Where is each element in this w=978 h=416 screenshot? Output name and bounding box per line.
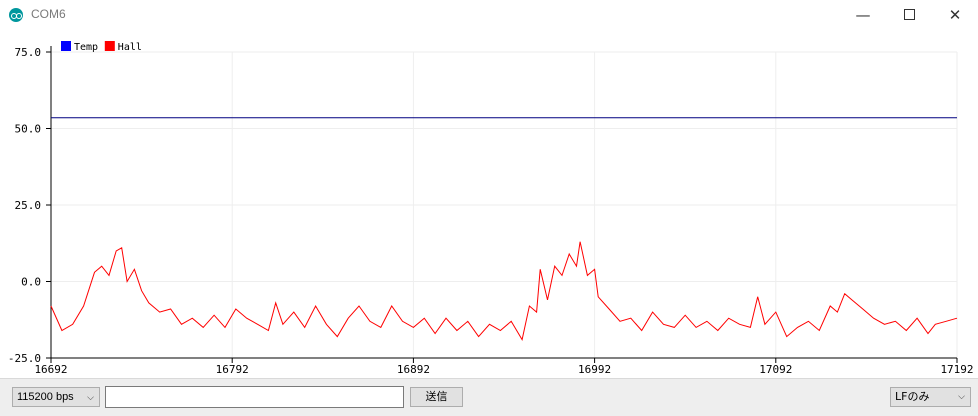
series-line-hall [50, 241, 958, 341]
maximize-icon [903, 9, 915, 20]
x-tick-label: 16692 [34, 363, 67, 376]
y-tick-label: 50.0 [15, 123, 42, 136]
y-tick-label: 75.0 [15, 46, 42, 59]
x-tick-label: 16892 [397, 363, 430, 376]
status-bar: 115200 bps ⌵ 送信 LFのみ ⌵ [0, 378, 978, 416]
legend-swatch-hall [104, 41, 115, 51]
chevron-down-icon: ⌵ [958, 392, 965, 402]
minimize-button[interactable]: — [840, 0, 886, 30]
title-bar: COM6 — ✕ [0, 0, 978, 30]
send-button[interactable]: 送信 [410, 387, 463, 407]
y-tick-label: 25.0 [15, 199, 42, 212]
x-tick-label: 17092 [759, 363, 792, 376]
x-tick-label: 16992 [578, 363, 611, 376]
maximize-button[interactable] [886, 0, 932, 30]
arduino-icon [9, 8, 23, 22]
window-title: COM6 [31, 7, 66, 21]
legend-label-temp: Temp [74, 42, 98, 53]
close-button[interactable]: ✕ [932, 0, 978, 30]
legend-swatch-temp [61, 41, 71, 51]
baud-rate-value: 115200 bps [17, 391, 74, 403]
send-input[interactable] [105, 386, 404, 408]
x-tick-label: 16792 [216, 363, 249, 376]
baud-rate-select[interactable]: 115200 bps ⌵ [12, 387, 100, 407]
line-ending-value: LFのみ [895, 390, 930, 403]
legend-label-hall: Hall [118, 42, 142, 53]
y-tick-label: 0.0 [21, 276, 41, 289]
line-ending-select[interactable]: LFのみ ⌵ [890, 387, 971, 407]
x-tick-label: 17192 [940, 363, 973, 376]
y-tick-label: -25.0 [8, 352, 41, 365]
minimize-icon: — [855, 6, 871, 24]
close-icon: ✕ [948, 6, 962, 24]
chevron-down-icon: ⌵ [87, 392, 94, 402]
